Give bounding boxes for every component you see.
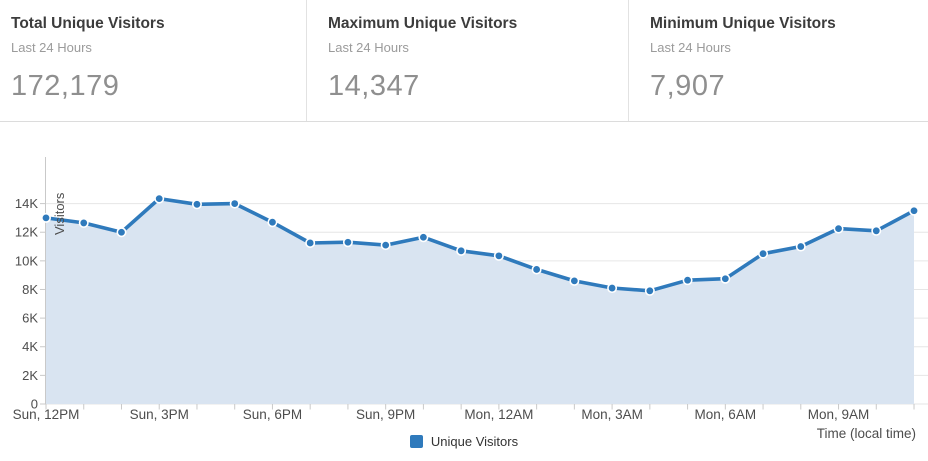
data-point-marker[interactable] xyxy=(909,205,920,216)
data-point-marker[interactable] xyxy=(531,264,542,275)
data-point-marker[interactable] xyxy=(758,248,769,259)
chart-section: 0 2K 4K 6K 8K 10K 12K 14K Sun, 12PM Sun, 3PM Sun, … xyxy=(0,122,928,461)
data-point-marker[interactable] xyxy=(871,225,882,236)
stat-card-maximum: Maximum Unique Visitors Last 24 Hours 14… xyxy=(306,0,628,121)
card-title: Total Unique Visitors xyxy=(11,15,165,32)
stats-row: Total Unique Visitors Last 24 Hours 172,… xyxy=(0,0,928,122)
card-subtitle: Last 24 Hours xyxy=(328,40,409,55)
data-point-marker[interactable] xyxy=(191,199,202,210)
card-subtitle: Last 24 Hours xyxy=(650,40,731,55)
card-title: Minimum Unique Visitors xyxy=(650,15,836,32)
series-line xyxy=(44,196,916,293)
data-point-marker[interactable] xyxy=(833,223,844,234)
stat-card-minimum: Minimum Unique Visitors Last 24 Hours 7,… xyxy=(628,0,928,121)
data-point-marker[interactable] xyxy=(569,275,580,286)
legend-label: Unique Visitors xyxy=(430,434,519,449)
card-value: 172,179 xyxy=(11,70,120,102)
card-value: 14,347 xyxy=(328,70,420,102)
y-tick-label: 2K xyxy=(22,368,38,383)
y-tick-label: 14K xyxy=(15,196,38,211)
y-tick-label: 10K xyxy=(15,253,38,268)
y-tick-label: 4K xyxy=(22,339,38,354)
y-tick-label: 0 xyxy=(31,397,38,412)
data-point-marker[interactable] xyxy=(418,232,429,243)
x-tick-label: Sun, 9PM xyxy=(356,407,415,422)
data-point-marker[interactable] xyxy=(380,240,391,251)
data-point-marker[interactable] xyxy=(607,283,618,294)
unique-visitors-area-chart[interactable]: 0 2K 4K 6K 8K 10K 12K 14K Sun, 12PM Sun, 3PM Sun, … xyxy=(0,122,928,461)
card-title: Maximum Unique Visitors xyxy=(328,15,518,32)
x-tick-label: Sun, 12PM xyxy=(13,407,80,422)
x-tick-label: Mon, 9AM xyxy=(808,407,870,422)
x-tick-label: Sun, 6PM xyxy=(243,407,302,422)
x-axis-title: Time (local time) xyxy=(817,426,916,441)
data-point-marker[interactable] xyxy=(267,217,278,228)
data-point-marker[interactable] xyxy=(682,275,693,286)
y-tick-label: 12K xyxy=(15,225,38,240)
x-tick-label: Mon, 3AM xyxy=(581,407,643,422)
data-point-marker[interactable] xyxy=(116,227,127,238)
x-tick-label: Sun, 3PM xyxy=(130,407,189,422)
y-axis-title: Visitors xyxy=(52,192,67,235)
chart-legend: Unique Visitors xyxy=(0,434,928,449)
legend-item-unique-visitors[interactable]: Unique Visitors xyxy=(409,434,519,449)
y-tick-label: 6K xyxy=(22,311,38,326)
data-point-marker[interactable] xyxy=(342,237,353,248)
series-area-fill xyxy=(46,198,914,404)
data-point-marker[interactable] xyxy=(154,193,165,204)
data-point-marker[interactable] xyxy=(456,245,467,256)
data-point-marker[interactable] xyxy=(720,273,731,284)
data-point-marker[interactable] xyxy=(40,212,51,223)
card-value: 7,907 xyxy=(650,70,726,102)
data-point-marker[interactable] xyxy=(493,250,504,261)
legend-swatch-icon xyxy=(409,435,423,448)
x-tick-label: Mon, 6AM xyxy=(695,407,757,422)
data-point-marker[interactable] xyxy=(78,217,89,228)
stat-card-total: Total Unique Visitors Last 24 Hours 172,… xyxy=(0,0,306,121)
x-tick-label: Mon, 12AM xyxy=(464,407,533,422)
data-point-marker[interactable] xyxy=(229,198,240,209)
card-subtitle: Last 24 Hours xyxy=(11,40,92,55)
data-point-marker[interactable] xyxy=(795,241,806,252)
data-point-marker[interactable] xyxy=(305,237,316,248)
data-point-marker[interactable] xyxy=(644,285,655,296)
y-tick-label: 8K xyxy=(22,282,38,297)
